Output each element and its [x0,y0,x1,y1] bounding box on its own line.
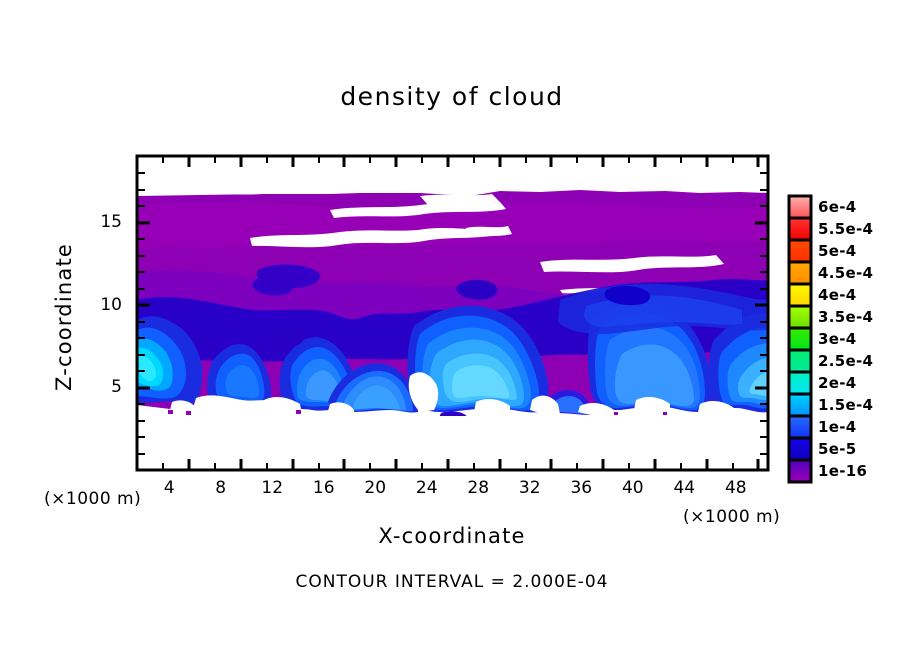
clear-gap-lower-2 [264,397,302,415]
colorbar-swatch-2[interactable] [789,240,811,262]
colorbar-swatch-11[interactable] [789,438,811,460]
clear-gap-upper-1 [250,228,500,248]
x-axis-label: X-coordinate [378,524,526,548]
colorbar-tick-label: 5.5e-4 [818,220,874,238]
x-tick-label: 40 [621,478,644,498]
clear-gap-lower-3 [408,372,439,412]
x-tick-label: 48 [724,478,747,498]
speckle-4 [614,412,618,415]
page-title: density of cloud [340,82,564,111]
x-tick-label: 44 [673,478,696,498]
clear-gap-lower-5 [578,403,614,417]
deck-top-ragged [137,156,768,196]
x-tick-label: 28 [467,478,490,498]
x-tick-label: 20 [364,478,387,498]
y-tick-label: 10 [100,294,122,315]
x-axis-units: (×1000 m) [683,507,781,527]
colorbar-swatch-10[interactable] [789,416,811,438]
cloud-core-5-peak [452,365,510,399]
colorbar-tick-label: 1e-16 [818,462,868,480]
cloud-blob-3 [456,279,498,300]
colorbar-swatch-0[interactable] [789,196,811,218]
colorbar-tick-label: 5e-4 [818,242,857,260]
clear-gap-lower-4 [530,395,560,415]
colorbar-dividers [789,216,811,462]
colorbar-swatch-7[interactable] [789,350,811,372]
clear-gap-lower-7 [170,400,196,415]
x-tick-label: 8 [215,478,227,498]
y-minor-ticks [137,172,768,455]
x-minor-ticks [162,156,734,470]
clear-gap-upper-7 [466,226,512,237]
colorbar-tick-label: 1.5e-4 [818,396,874,414]
colorbar-tick-label: 1e-4 [818,418,857,436]
clear-gap-lower-1 [192,395,284,414]
clear-below-deck [137,416,768,470]
colorbar-frame [787,194,813,484]
y-tick-label: 5 [111,377,122,398]
cloud-core-8-peak [749,372,768,396]
colorbar-swatch-8[interactable] [789,372,811,394]
cloud-blob-2 [256,264,321,288]
clear-gap-upper-4 [540,255,724,273]
colorbar-tick-label: 4e-4 [818,286,857,304]
colorbar-tick-label: 6e-4 [818,198,857,216]
y-axis-label: Z-coordinate [52,243,76,391]
x-tick-label: 4 [163,478,175,498]
plot-frame [135,154,770,472]
colorbar-swatch-6[interactable] [789,328,811,350]
x-tick-label: 12 [261,478,284,498]
colorbar[interactable] [787,194,813,484]
clear-gap-lower-9 [634,397,670,415]
cloud-core-7-bright [614,344,694,406]
colorbar-swatch-5[interactable] [789,306,811,328]
cloud-core-2-inner [225,365,259,399]
x-major-ticks [187,156,760,470]
speckle-3 [296,410,301,414]
colorbar-swatch-4[interactable] [789,284,811,306]
colorbar-tick-label: 4.5e-4 [818,264,874,282]
speckle-5 [663,412,667,415]
cloud-blue-dot-dark [604,285,650,306]
cloud-blob-4 [262,327,304,348]
x-tick-label: 16 [312,478,335,498]
clear-gap-upper-6 [440,198,488,206]
y-tick-label: 15 [100,212,122,233]
colorbar-swatch-1[interactable] [789,218,811,240]
x-tick-label: 24 [415,478,438,498]
y-major-ticks [137,221,768,390]
contour-interval-note: CONTOUR INTERVAL = 2.000E-04 [295,572,609,592]
colorbar-tick-label: 3.5e-4 [818,308,874,326]
colorbar-tick-label: 3e-4 [818,330,857,348]
colorbar-tick-label: 2e-4 [818,374,857,392]
speckle-2 [186,411,191,415]
x-tick-label: 36 [570,478,593,498]
clear-gap-lower-10 [474,399,510,417]
speckle-1 [168,410,173,414]
colorbar-swatch-12[interactable] [789,460,811,482]
colorbar-tick-label: 5e-5 [818,440,857,458]
x-tick-label: 32 [518,478,541,498]
cloud-core-4-bright [353,385,400,410]
clear-gap-lower-8 [328,402,354,416]
clear-gap-lower-6 [698,401,734,417]
colorbar-swatch-9[interactable] [789,394,811,416]
cloud-core-left-brightest [139,355,156,382]
colorbar-swatch-3[interactable] [789,262,811,284]
clear-gap-upper-2 [330,202,506,218]
colorbar-tick-label: 2.5e-4 [818,352,874,370]
contour-field [137,156,768,470]
y-axis-units: (×1000 m) [44,489,142,509]
